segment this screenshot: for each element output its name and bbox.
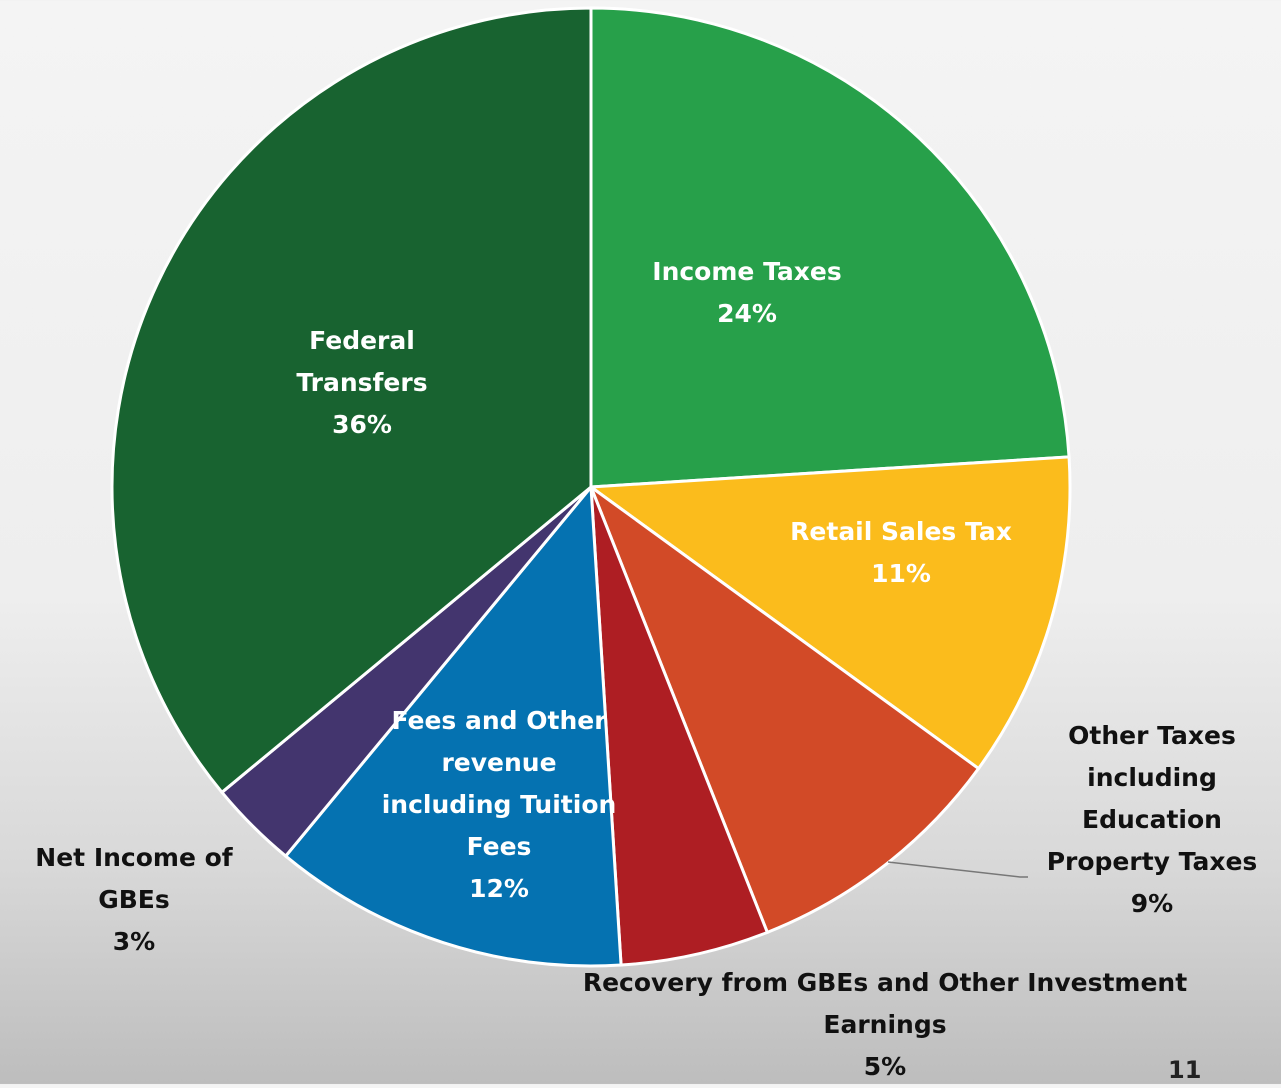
slice-label: Recovery from GBEs and Other Investment … <box>555 962 1215 1088</box>
value-label: 9% <box>1027 883 1277 925</box>
slice-label: Fees and Other revenue including Tuition… <box>379 700 619 910</box>
category-label: Net Income of GBEs <box>9 837 259 921</box>
category-label: Recovery from GBEs and Other Investment … <box>555 962 1215 1046</box>
value-label: 12% <box>379 868 619 910</box>
slice-label: Other Taxes including Education Property… <box>1027 715 1277 925</box>
value-label: 5% <box>555 1046 1215 1088</box>
category-label: Federal Transfers <box>272 320 452 404</box>
category-label: Income Taxes <box>607 251 887 293</box>
pie-slice <box>591 8 1069 487</box>
leader-line <box>888 862 1028 877</box>
value-label: 11% <box>751 553 1051 595</box>
category-label: Fees and Other revenue including Tuition… <box>379 700 619 868</box>
value-label: 3% <box>9 921 259 963</box>
value-label: 24% <box>607 293 887 335</box>
category-label: Retail Sales Tax <box>751 511 1051 553</box>
value-label: 36% <box>272 404 452 446</box>
category-label: Other Taxes including Education Property… <box>1027 715 1277 883</box>
page: 11 (() => { const data = JSON.parse(docu… <box>0 0 1281 1084</box>
